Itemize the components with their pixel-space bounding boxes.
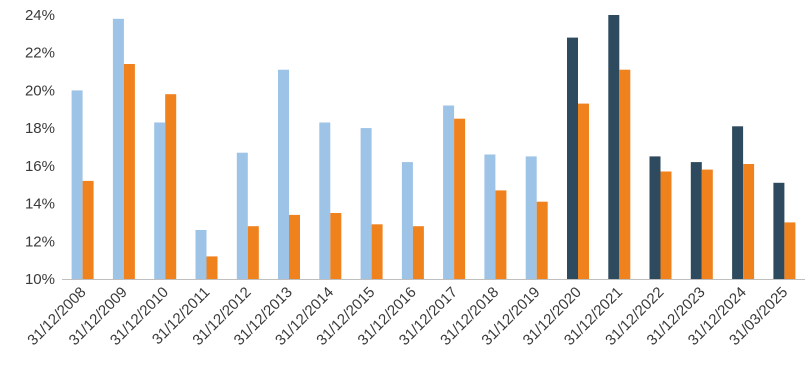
y-tick-label: 20%	[25, 82, 55, 99]
bar-series2-12	[578, 103, 589, 279]
bar-series1-14	[649, 156, 661, 279]
bars-group	[71, 15, 796, 280]
bar-series2-8	[412, 226, 424, 279]
bar-series1-15	[690, 162, 702, 279]
bar-series2-11	[536, 201, 548, 279]
y-tick-label: 14%	[25, 196, 55, 213]
bar-series1-2	[154, 122, 166, 279]
bar-series2-14	[660, 171, 672, 279]
bar-series2-10	[495, 190, 507, 279]
y-axis: 10% 12% 14% 16% 18% 20% 22% 24%	[25, 7, 55, 288]
bar-series2-13	[619, 69, 631, 279]
bar-series2-9	[454, 118, 466, 279]
bar-series1-12	[567, 37, 578, 279]
y-tick-label: 10%	[25, 271, 55, 288]
bar-series1-9	[443, 105, 455, 279]
y-tick-label: 24%	[25, 7, 55, 24]
bar-series2-0	[82, 180, 94, 279]
bar-series2-7	[371, 224, 383, 279]
bar-series1-4	[236, 152, 248, 279]
bar-series2-15	[701, 169, 713, 279]
bar-series1-5	[278, 69, 289, 279]
bar-series1-0	[71, 90, 83, 280]
bar-series1-1	[112, 18, 124, 280]
bar-series2-1	[123, 64, 135, 279]
bar-series2-5	[289, 214, 300, 279]
bar-series2-4	[247, 226, 259, 279]
bar-series1-16	[732, 126, 744, 279]
y-tick-label: 18%	[25, 120, 55, 137]
bar-series2-17	[784, 222, 796, 279]
y-tick-label: 16%	[25, 158, 55, 175]
bar-series1-11	[525, 156, 537, 279]
bar-series1-3	[195, 230, 207, 279]
bar-series1-6	[319, 122, 331, 279]
bar-series1-10	[484, 154, 496, 279]
bar-series2-16	[743, 164, 755, 279]
bar-series2-3	[206, 256, 218, 279]
bar-series1-7	[360, 128, 372, 279]
bar-series2-6	[330, 213, 342, 279]
bar-series2-2	[165, 94, 177, 279]
y-tick-label: 12%	[25, 233, 55, 250]
bar-series1-13	[608, 15, 620, 279]
bar-series1-17	[773, 182, 785, 279]
y-tick-label: 22%	[25, 45, 55, 62]
bar-series1-8	[401, 162, 413, 279]
x-axis: 31/12/200831/12/200931/12/201031/12/2011…	[24, 284, 791, 349]
